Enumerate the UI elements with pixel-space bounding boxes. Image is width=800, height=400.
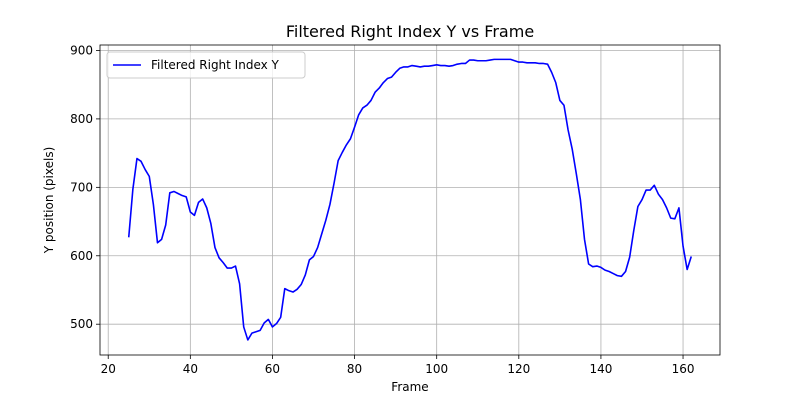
x-tick-label: 160 (672, 362, 695, 376)
x-tick-label: 60 (265, 362, 280, 376)
y-tick-label: 500 (70, 317, 93, 331)
y-axis: 500 600 700 800 900 (70, 43, 100, 331)
y-tick-label: 600 (70, 249, 93, 263)
x-tick-label: 120 (507, 362, 530, 376)
x-tick-label: 140 (589, 362, 612, 376)
x-tick-label: 20 (101, 362, 116, 376)
legend: Filtered Right Index Y (106, 51, 306, 79)
x-axis-label: Frame (391, 380, 428, 394)
x-tick-label: 100 (425, 362, 448, 376)
chart-title: Filtered Right Index Y vs Frame (286, 22, 534, 41)
y-axis-label: Y position (pixels) (42, 147, 56, 255)
y-tick-label: 700 (70, 180, 93, 194)
plot-frame (99, 44, 721, 356)
series-line (127, 58, 693, 341)
legend-label: Filtered Right Index Y (151, 58, 280, 72)
grid-lines (100, 45, 720, 355)
series-layer (127, 58, 693, 341)
x-tick-label: 40 (183, 362, 198, 376)
y-tick-label: 900 (70, 43, 93, 57)
y-tick-label: 800 (70, 112, 93, 126)
x-axis: 20 40 60 80 100 120 140 160 (101, 355, 695, 376)
x-tick-label: 80 (347, 362, 362, 376)
legend-box (106, 51, 306, 79)
